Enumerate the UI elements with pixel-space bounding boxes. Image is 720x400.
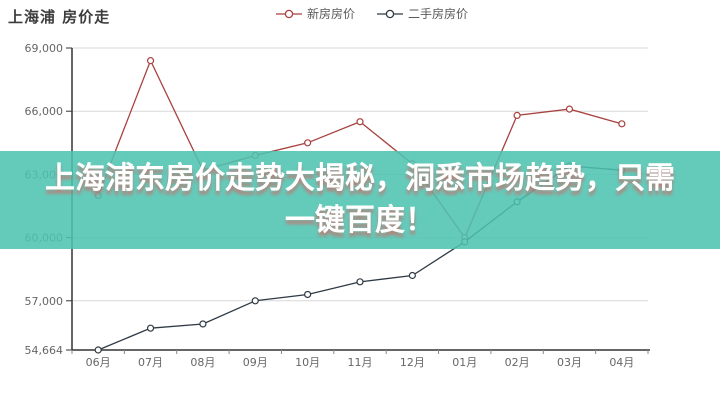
y-axis-label: 57,000 [25,295,64,308]
x-axis-label: 09月 [243,356,268,369]
legend: 新房房价 二手房房价 [12,4,720,23]
line-circle-marker-icon [377,4,403,23]
y-axis-label: 69,000 [25,42,64,55]
x-axis-label: 04月 [609,356,634,369]
data-point-marker[interactable] [146,324,155,332]
data-point-marker[interactable] [146,57,155,65]
chart-title: 上海浦 房价走 [8,8,111,26]
data-point-marker[interactable] [304,139,312,147]
data-point-marker[interactable] [618,120,626,128]
x-axis-label: 10月 [295,356,320,369]
banner-text-line2: 一键百度！ [285,203,435,238]
data-point-marker[interactable] [199,320,207,328]
data-point-marker[interactable] [304,290,312,299]
legend-item-secondhand-house[interactable]: 二手房房价 [377,4,468,23]
banner-text-line1: 上海浦东房价走势大揭秘，洞悉市场趋势，只需 [45,161,675,196]
promo-banner-overlay[interactable]: 上海浦东房价走势大揭秘，洞悉市场趋势，只需 一键百度！ [0,151,720,249]
line-circle-marker-icon [275,4,302,23]
data-point-marker[interactable] [94,346,102,354]
data-point-marker[interactable] [356,278,364,286]
y-axis-label: 54,664 [25,344,64,357]
data-point-marker[interactable] [565,105,574,113]
data-point-marker[interactable] [408,271,416,280]
y-axis-label: 66,000 [25,105,64,118]
x-axis-label: 03月 [557,356,582,369]
legend-label-new-house: 新房房价 [306,7,355,21]
data-point-marker[interactable] [251,297,259,305]
legend-label-secondhand-house: 二手房房价 [408,7,469,21]
x-axis-label: 01月 [452,356,477,369]
data-point-marker[interactable] [513,111,521,120]
x-axis-label: 08月 [190,356,215,369]
x-axis-label: 06月 [86,356,111,369]
x-axis-label: 12月 [400,356,425,369]
data-point-marker[interactable] [356,118,364,126]
x-axis-label: 02月 [505,356,530,369]
x-axis-label: 11月 [348,356,373,369]
x-axis-label: 07月 [138,356,163,369]
legend-item-new-house[interactable]: 新房房价 [275,4,355,23]
